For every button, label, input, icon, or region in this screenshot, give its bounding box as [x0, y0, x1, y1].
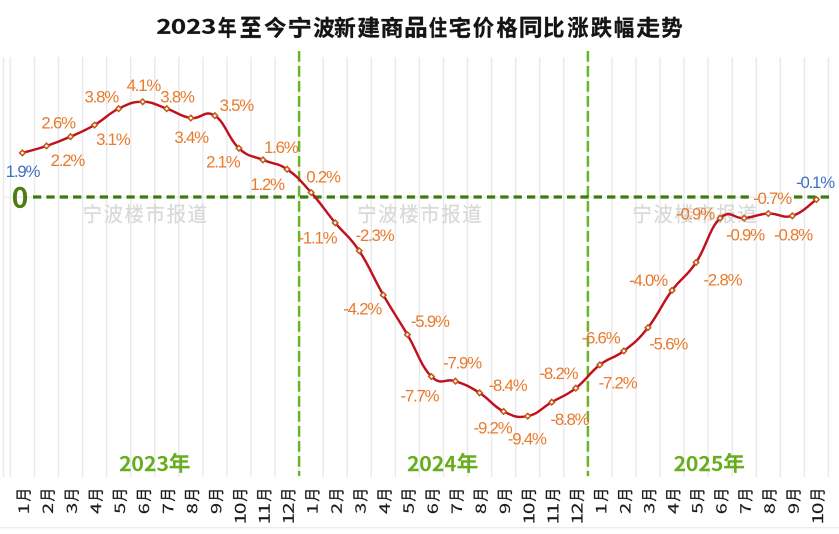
svg-text:3.8%: 3.8%	[160, 88, 195, 107]
svg-text:-0.9%: -0.9%	[726, 226, 765, 245]
svg-text:-8.8%: -8.8%	[550, 410, 589, 429]
svg-text:-0.1%: -0.1%	[796, 173, 835, 192]
svg-text:-7.2%: -7.2%	[599, 374, 638, 393]
svg-text:-0.8%: -0.8%	[774, 226, 813, 245]
svg-text:-0.9%: -0.9%	[676, 204, 715, 223]
svg-text:-9.2%: -9.2%	[474, 419, 513, 438]
svg-text:3.4%: 3.4%	[174, 128, 209, 147]
svg-text:4.1%: 4.1%	[127, 76, 162, 95]
svg-text:2.2%: 2.2%	[51, 151, 86, 170]
svg-text:-2.3%: -2.3%	[356, 226, 395, 245]
svg-text:3.8%: 3.8%	[84, 88, 119, 107]
svg-text:-5.9%: -5.9%	[411, 312, 450, 331]
svg-text:2.1%: 2.1%	[206, 153, 241, 172]
svg-text:-0.7%: -0.7%	[753, 189, 792, 208]
svg-text:-5.6%: -5.6%	[649, 334, 688, 353]
svg-text:1.9%: 1.9%	[6, 162, 41, 181]
svg-text:-4.0%: -4.0%	[629, 271, 668, 290]
svg-text:-7.9%: -7.9%	[443, 354, 482, 373]
svg-text:0.2%: 0.2%	[306, 167, 341, 186]
svg-text:1.6%: 1.6%	[264, 138, 299, 157]
svg-text:-2.8%: -2.8%	[703, 270, 742, 289]
svg-text:1.2%: 1.2%	[250, 175, 285, 194]
svg-text:3.5%: 3.5%	[220, 96, 255, 115]
svg-text:-6.6%: -6.6%	[582, 328, 621, 347]
svg-text:-9.4%: -9.4%	[508, 430, 547, 449]
svg-text:-8.2%: -8.2%	[539, 364, 578, 383]
svg-text:-1.1%: -1.1%	[298, 229, 337, 248]
svg-text:-7.7%: -7.7%	[400, 387, 439, 406]
svg-text:3.1%: 3.1%	[96, 130, 131, 149]
svg-text:-8.4%: -8.4%	[489, 376, 528, 395]
svg-text:2.6%: 2.6%	[41, 114, 76, 133]
svg-text:-4.2%: -4.2%	[343, 299, 382, 318]
